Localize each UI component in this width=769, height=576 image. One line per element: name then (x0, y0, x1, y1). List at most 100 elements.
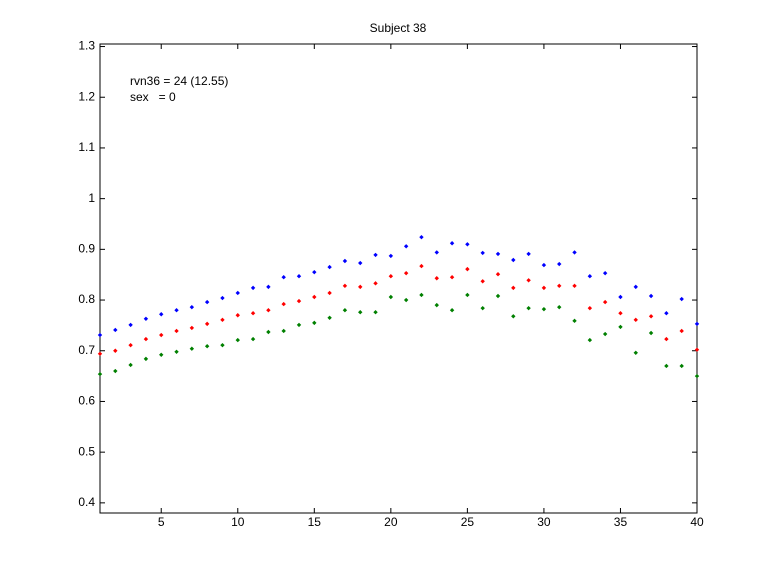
y-tick-label: 0.5 (78, 444, 95, 458)
point (159, 352, 164, 358)
axes-box (99, 43, 698, 514)
point (204, 321, 210, 327)
point (694, 347, 700, 352)
point (296, 298, 302, 304)
point (511, 257, 516, 263)
point (358, 260, 363, 266)
y-tick-label: 1.3 (78, 39, 95, 53)
point (572, 318, 577, 324)
y-tick-label: 0.8 (78, 292, 95, 306)
point (434, 302, 439, 308)
point (312, 269, 317, 275)
point (465, 292, 470, 298)
point (679, 296, 684, 302)
point (250, 336, 256, 342)
point (220, 317, 225, 323)
point (664, 336, 669, 342)
point (480, 250, 485, 256)
point (618, 324, 623, 330)
point (557, 304, 562, 310)
point (419, 234, 424, 240)
point (327, 315, 332, 320)
point (449, 275, 455, 280)
x-tick-label: 15 (308, 515, 322, 529)
point (495, 251, 501, 257)
point (189, 325, 195, 331)
point (388, 274, 394, 279)
point (664, 311, 669, 316)
x-tick-label: 30 (537, 515, 551, 529)
point (281, 275, 286, 280)
point (694, 321, 700, 327)
point (373, 252, 378, 258)
point (541, 262, 547, 268)
point (342, 283, 348, 289)
point (602, 331, 608, 337)
annotation: rvn36 = 24 (12.55) (130, 74, 228, 88)
point (587, 274, 593, 279)
point (97, 371, 103, 377)
point (174, 349, 179, 354)
point (557, 261, 562, 267)
point (358, 284, 363, 290)
point (587, 305, 593, 311)
point (296, 274, 302, 279)
y-tick-label: 1.2 (78, 89, 95, 103)
point (434, 276, 439, 281)
point (266, 307, 271, 313)
annotation: sex = 0 (130, 90, 176, 104)
point (204, 299, 210, 305)
point (633, 350, 638, 355)
point (174, 328, 179, 334)
point (511, 314, 516, 319)
point (648, 293, 654, 299)
point (388, 253, 394, 259)
point (602, 270, 608, 276)
x-tick-label: 25 (461, 515, 475, 529)
y-tick-label: 0.9 (78, 242, 95, 256)
point (480, 305, 485, 311)
x-tick-label: 35 (614, 515, 628, 529)
point (526, 305, 531, 311)
point (633, 317, 638, 323)
point (511, 285, 516, 291)
point (465, 242, 470, 247)
point (327, 290, 332, 296)
point (526, 251, 531, 257)
y-tick-label: 0.4 (78, 495, 95, 509)
point (373, 281, 378, 286)
point (388, 294, 394, 300)
point (449, 307, 455, 313)
y-tick-label: 1 (88, 191, 95, 205)
x-tick-label: 10 (231, 515, 245, 529)
point (312, 294, 317, 300)
point (128, 342, 133, 348)
point (128, 322, 133, 328)
point (143, 336, 149, 342)
point (434, 250, 439, 255)
point (358, 310, 363, 315)
point (189, 304, 195, 310)
point (235, 313, 240, 318)
y-tick-label: 1.1 (78, 140, 95, 154)
point (312, 320, 317, 326)
point (465, 266, 470, 272)
point (587, 337, 593, 343)
point (97, 332, 103, 338)
point (557, 283, 562, 289)
point (281, 301, 286, 307)
point (495, 293, 501, 299)
point (342, 258, 348, 264)
point (113, 327, 118, 333)
point (113, 348, 118, 353)
point (113, 368, 118, 374)
point (648, 330, 654, 336)
x-tick-label: 40 (690, 515, 704, 529)
point (281, 328, 286, 334)
point (403, 270, 409, 276)
point (266, 329, 271, 335)
point (541, 306, 547, 312)
point (327, 264, 332, 270)
point (495, 271, 501, 277)
